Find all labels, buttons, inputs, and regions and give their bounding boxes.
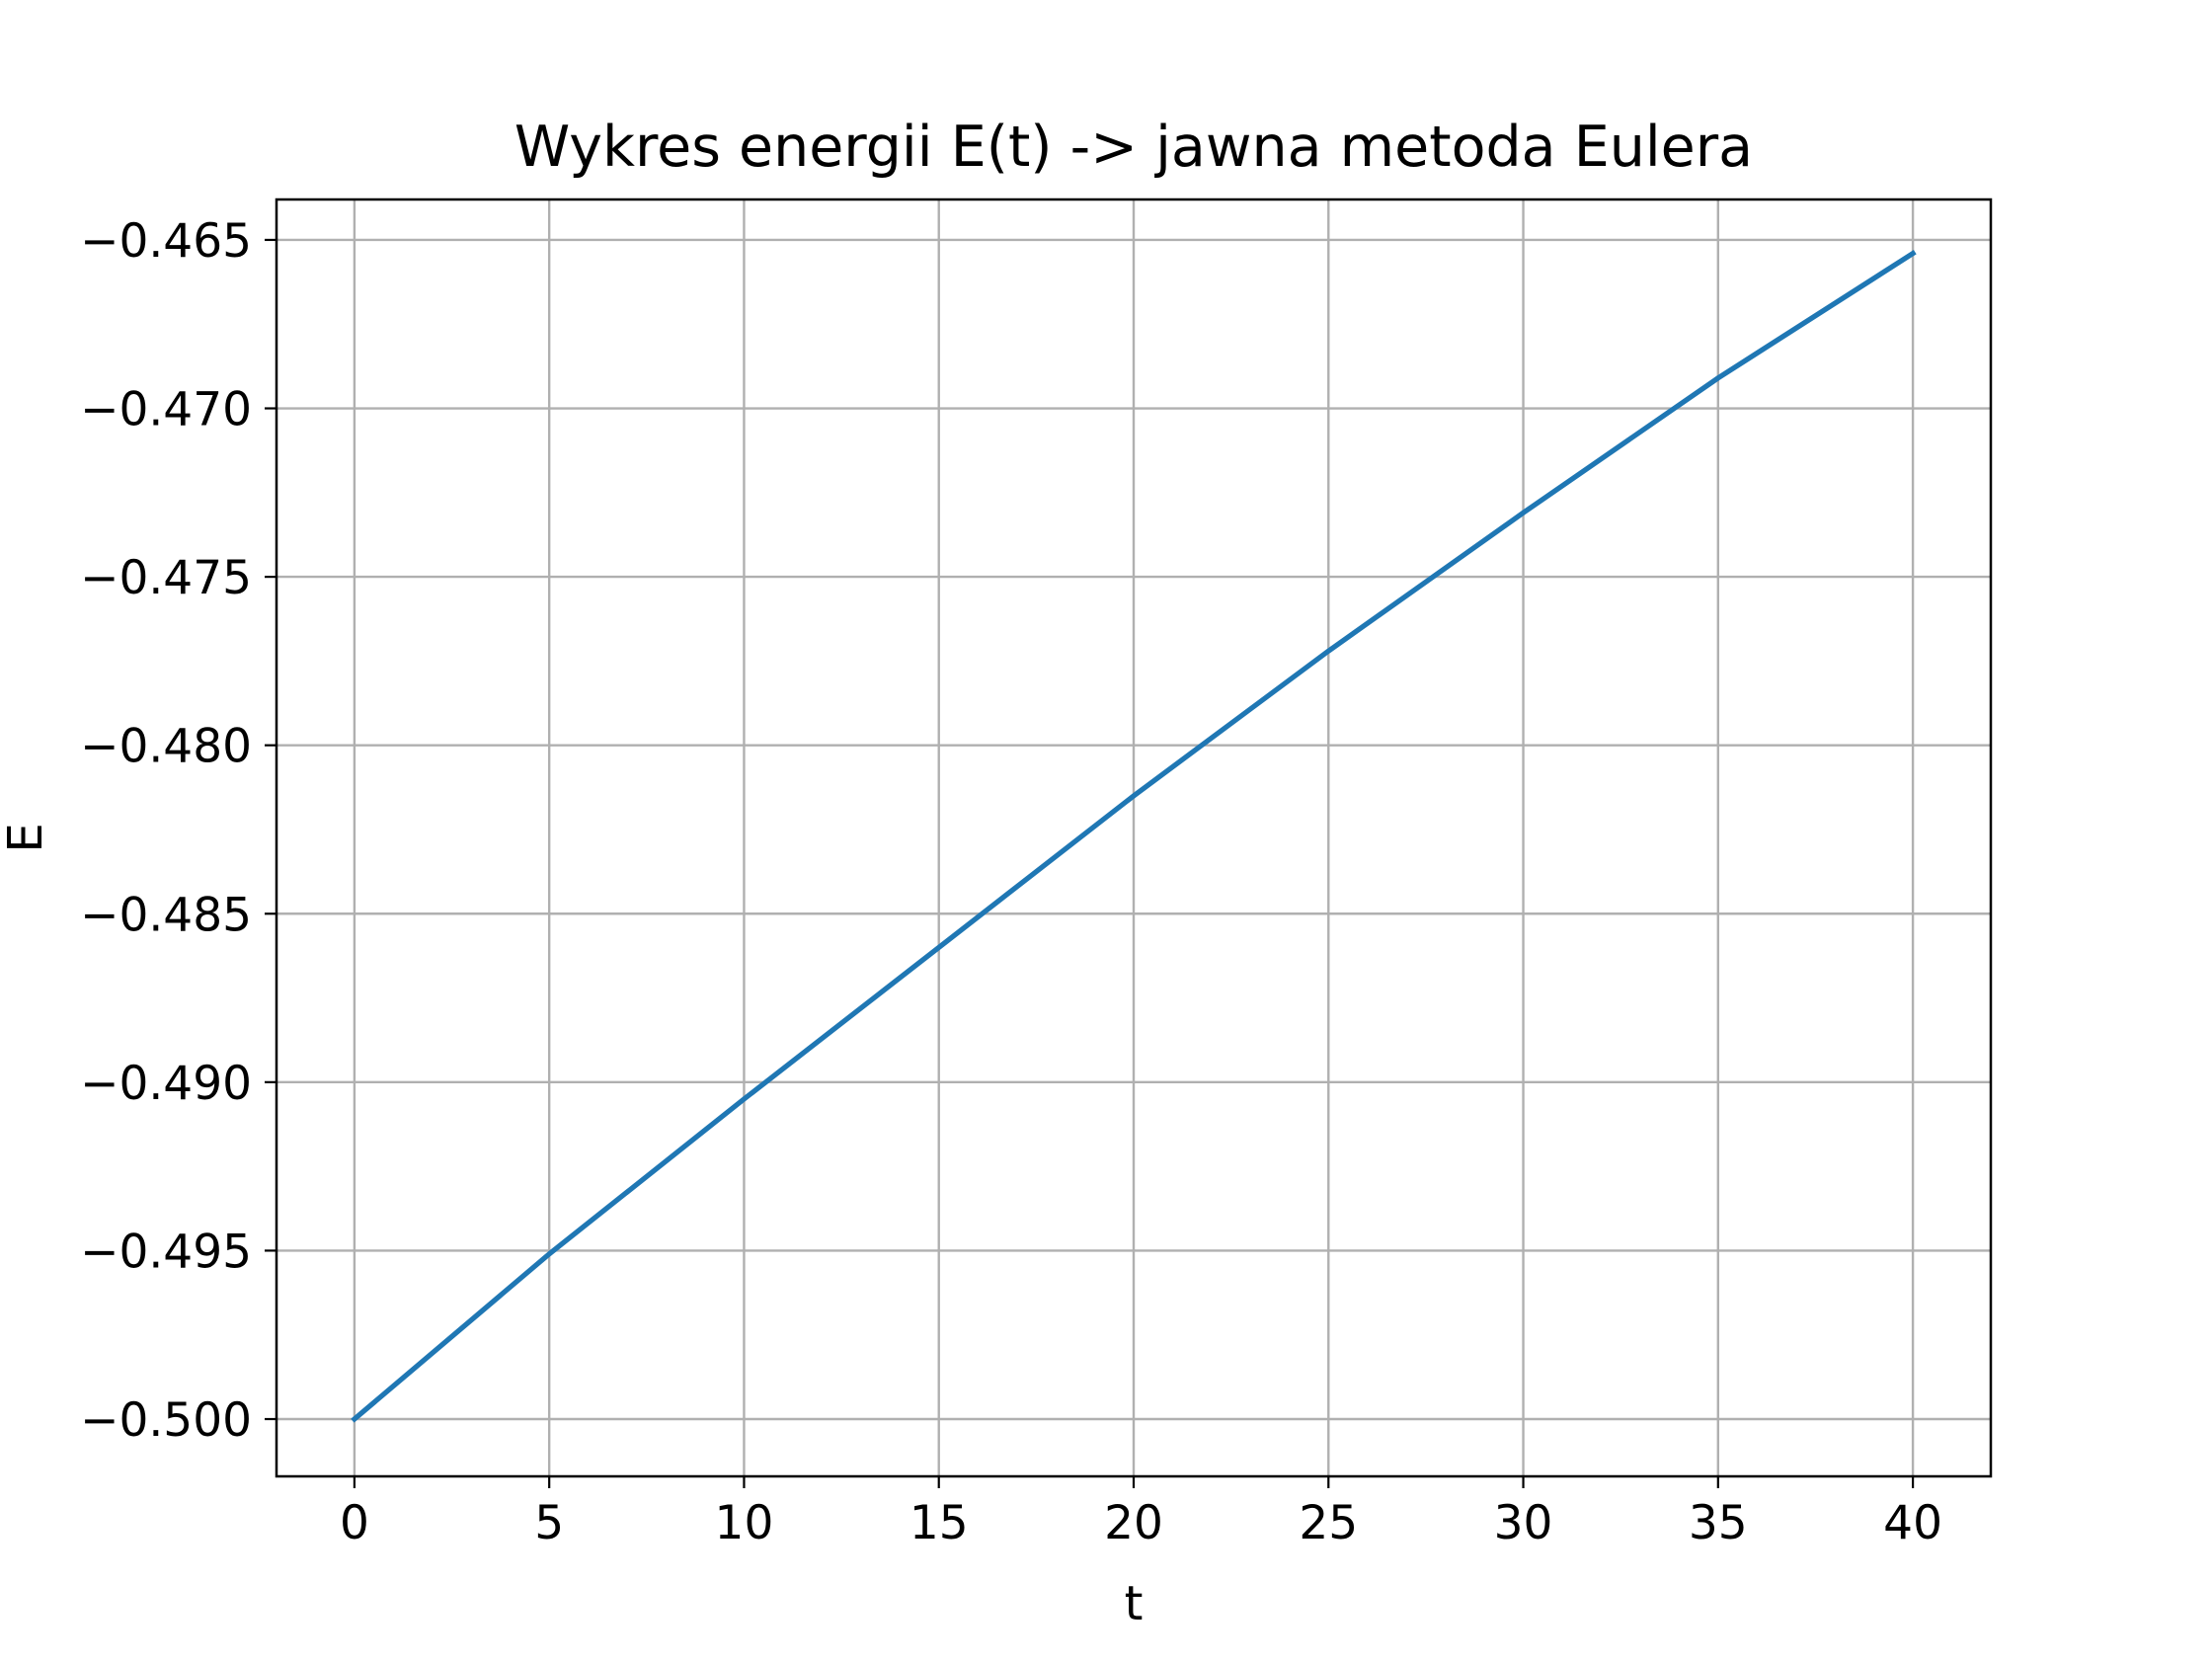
- y-tick-label: −0.475: [80, 551, 252, 605]
- x-tick-label: 40: [1883, 1496, 1942, 1550]
- x-tick-label: 20: [1104, 1496, 1163, 1550]
- ticks: 0 5 10 15 20 25 30 35 40 −0.500 −0.495 −0.490 −0.485…: [80, 214, 1942, 1550]
- y-tick-label: −0.470: [80, 383, 252, 437]
- x-tick-label: 25: [1299, 1496, 1358, 1550]
- x-tick-label: 30: [1494, 1496, 1553, 1550]
- series-line: [351, 250, 1917, 1423]
- x-tick-label: 10: [715, 1496, 774, 1550]
- y-tick-label: −0.480: [80, 720, 252, 774]
- x-tick-label: 5: [534, 1496, 564, 1550]
- x-tick-label: 0: [340, 1496, 369, 1550]
- y-tick-label: −0.500: [80, 1393, 252, 1448]
- x-tick-label: 15: [909, 1496, 969, 1550]
- y-axis-label: E: [0, 823, 53, 852]
- series-layer: [351, 250, 1917, 1423]
- y-tick-label: −0.485: [80, 888, 252, 942]
- y-tick-label: −0.490: [80, 1057, 252, 1111]
- grid: [276, 199, 1991, 1476]
- chart-title: Wykres energii E(t) -> jawna metoda Eule…: [514, 115, 1753, 180]
- y-tick-label: −0.465: [80, 214, 252, 269]
- x-tick-label: 35: [1689, 1496, 1748, 1550]
- y-tick-label: −0.495: [80, 1225, 252, 1279]
- x-axis-label: t: [1125, 1576, 1144, 1631]
